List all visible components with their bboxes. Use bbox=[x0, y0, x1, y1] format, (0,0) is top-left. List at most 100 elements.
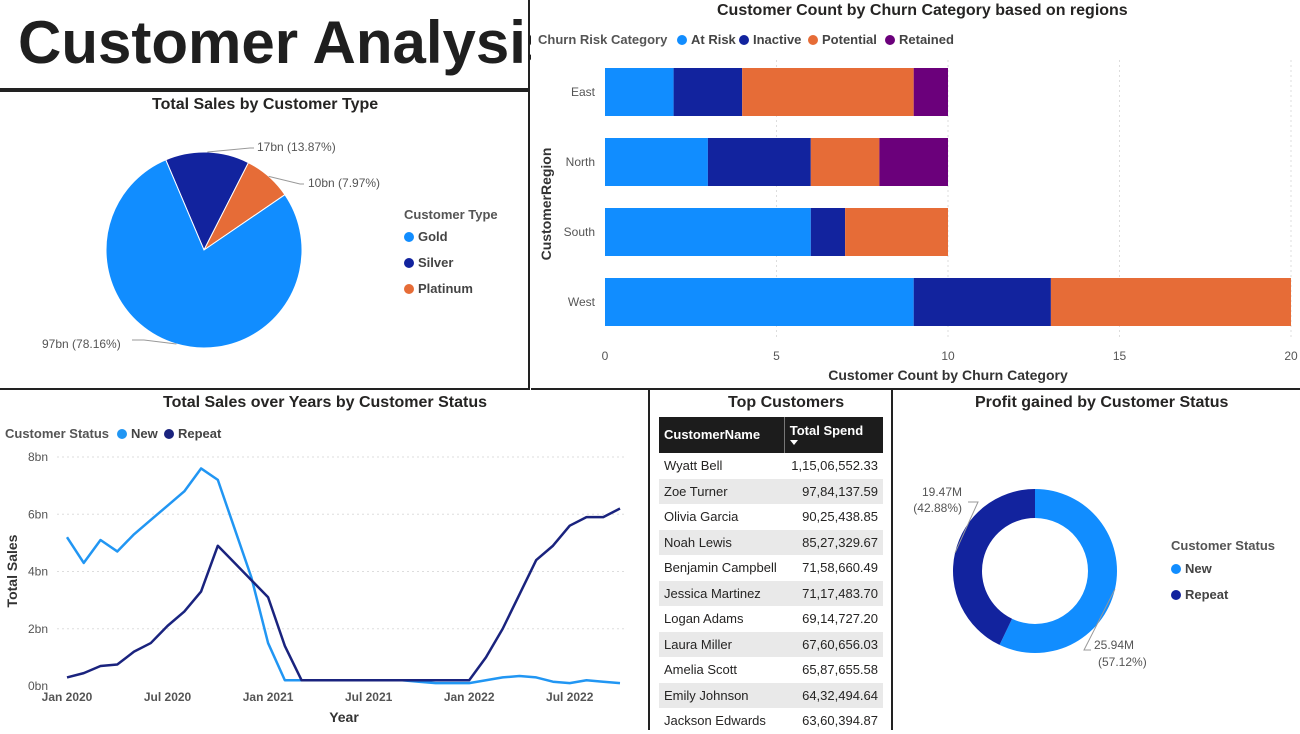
pie-leader-line-silver bbox=[207, 147, 254, 153]
legend-item-potential[interactable]: Potential bbox=[808, 32, 877, 47]
legend-dot-inactive bbox=[739, 35, 749, 45]
line-x-axis-title: Year bbox=[329, 709, 359, 725]
table-row[interactable]: Jackson Edwards 63,60,394.87 bbox=[659, 708, 883, 734]
bar-chart-visual[interactable]: Customer Count by Churn Category based o… bbox=[531, 0, 1300, 390]
bar-x-tick-label: 0 bbox=[602, 349, 609, 363]
legend-item-new[interactable]: New bbox=[117, 426, 158, 441]
pie-data-label-silver: 17bn (13.87%) bbox=[257, 140, 336, 154]
cell-total-spend: 97,84,137.59 bbox=[784, 478, 883, 504]
bar-y-tick-label: North bbox=[566, 155, 595, 169]
line-chart-visual[interactable]: Total Sales over Years by Customer Statu… bbox=[0, 390, 650, 730]
legend-label-new: New bbox=[131, 426, 158, 441]
table-row[interactable]: Benjamin Campbell 71,58,660.49 bbox=[659, 555, 883, 581]
legend-dot-donut-repeat bbox=[1171, 590, 1181, 600]
column-header-customer-name[interactable]: CustomerName bbox=[659, 417, 785, 453]
legend-item-retained[interactable]: Retained bbox=[885, 32, 954, 47]
pie-slice-gold bbox=[105, 159, 303, 349]
legend-dot-repeat bbox=[164, 429, 174, 439]
bar-x-tick-label: 20 bbox=[1284, 349, 1298, 363]
bar-segment-west-inactive bbox=[913, 278, 1051, 326]
legend-label-potential: Potential bbox=[822, 32, 877, 47]
donut-chart-visual[interactable]: Profit gained by Customer Status 25.94M (… bbox=[894, 390, 1300, 730]
legend-label-platinum: Platinum bbox=[418, 281, 473, 296]
donut-data-label-repeat-value: 19.47M bbox=[922, 485, 962, 499]
donut-chart-svg: 25.94M (57.12%) 19.47M (42.88%) bbox=[913, 485, 1147, 669]
line-x-tick-label: Jul 2020 bbox=[144, 690, 192, 704]
bar-segment-north-at-risk bbox=[605, 138, 708, 186]
cell-customer-name: Zoe Turner bbox=[659, 478, 785, 504]
legend-dot-platinum bbox=[404, 284, 414, 294]
bar-x-tick-label: 15 bbox=[1113, 349, 1127, 363]
legend-item-donut-new[interactable]: New bbox=[1171, 561, 1212, 576]
pie-leader-line-gold bbox=[132, 339, 177, 345]
donut-chart-title: Profit gained by Customer Status bbox=[975, 394, 1229, 411]
line-y-tick-label: 0bn bbox=[28, 679, 48, 693]
bar-y-tick-label: South bbox=[564, 225, 595, 239]
bar-segment-east-retained bbox=[913, 68, 948, 116]
legend-dot-retained bbox=[885, 35, 895, 45]
donut-data-label-new-value: 25.94M bbox=[1094, 638, 1134, 652]
pie-chart-title: Total Sales by Customer Type bbox=[152, 96, 379, 113]
top-customers-visual[interactable]: Top Customers CustomerName Total Spend W… bbox=[651, 390, 893, 730]
legend-item-silver[interactable]: Silver bbox=[404, 255, 453, 270]
legend-dot-donut-new bbox=[1171, 564, 1181, 574]
table-row[interactable]: Wyatt Bell 1,15,06,552.33 bbox=[659, 453, 883, 479]
donut-data-label-new-percent: (57.12%) bbox=[1098, 655, 1147, 669]
table-header-row: CustomerName Total Spend bbox=[659, 417, 883, 453]
cell-total-spend: 63,60,394.87 bbox=[802, 713, 878, 729]
legend-item-at-risk[interactable]: At Risk bbox=[677, 32, 736, 47]
sort-desc-icon bbox=[789, 440, 798, 445]
pie-leader-line-platinum bbox=[268, 175, 304, 185]
bar-chart-title: Customer Count by Churn Category based o… bbox=[717, 2, 1128, 19]
legend-item-gold[interactable]: Gold bbox=[404, 229, 448, 244]
pie-legend-title: Customer Type bbox=[404, 207, 498, 222]
pie-data-label-platinum: 10bn (7.97%) bbox=[308, 176, 380, 190]
table-row[interactable]: Jessica Martinez 71,17,483.70 bbox=[659, 580, 883, 606]
bar-segment-east-inactive bbox=[673, 68, 743, 116]
pie-chart-visual[interactable]: Total Sales by Customer Type 97bn (78.16… bbox=[0, 90, 530, 390]
line-x-tick-label: Jan 2022 bbox=[444, 690, 495, 704]
donut-slice-repeat bbox=[953, 489, 1035, 645]
pie-chart-svg: 97bn (78.16%) 17bn (13.87%) 10bn (7.97%) bbox=[42, 140, 380, 351]
table-row[interactable]: Zoe Turner 97,84,137.59 bbox=[659, 478, 883, 504]
legend-item-repeat[interactable]: Repeat bbox=[164, 426, 221, 441]
cell-total-spend: 69,14,727.20 bbox=[802, 611, 878, 627]
line-x-tick-label: Jul 2022 bbox=[546, 690, 594, 704]
table-row[interactable]: Emily Johnson 64,32,494.64 bbox=[659, 682, 883, 708]
line-y-axis-title: Total Sales bbox=[4, 534, 20, 607]
legend-item-inactive[interactable]: Inactive bbox=[739, 32, 801, 47]
cell-total-spend: 71,17,483.70 bbox=[784, 580, 883, 606]
cell-total-spend: 71,58,660.49 bbox=[802, 560, 878, 576]
legend-label-donut-repeat: Repeat bbox=[1185, 587, 1229, 602]
legend-dot-silver bbox=[404, 258, 414, 268]
table-title: Top Customers bbox=[728, 394, 845, 411]
bar-y-tick-label: West bbox=[568, 295, 596, 309]
table-row[interactable]: Amelia Scott 65,87,655.58 bbox=[659, 657, 883, 683]
legend-item-platinum[interactable]: Platinum bbox=[404, 281, 473, 296]
table-row[interactable]: Noah Lewis 85,27,329.67 bbox=[659, 529, 883, 555]
cell-total-spend: 90,25,438.85 bbox=[802, 509, 878, 525]
cell-customer-name: Jessica Martinez bbox=[659, 580, 785, 606]
line-series-new bbox=[65, 467, 621, 685]
column-header-total-spend[interactable]: Total Spend bbox=[783, 417, 883, 453]
line-x-tick-label: Jan 2020 bbox=[42, 690, 93, 704]
bar-segment-west-at-risk bbox=[605, 278, 914, 326]
donut-leader-line-repeat bbox=[954, 501, 979, 554]
legend-label-at-risk: At Risk bbox=[691, 32, 736, 47]
legend-label-gold: Gold bbox=[418, 229, 448, 244]
line-x-tick-label: Jul 2021 bbox=[345, 690, 393, 704]
cell-customer-name: Amelia Scott bbox=[664, 662, 737, 678]
column-header-total-spend-label: Total Spend bbox=[789, 423, 864, 438]
bar-segment-south-at-risk bbox=[605, 208, 811, 256]
donut-data-label-repeat-percent: (42.88%) bbox=[913, 501, 962, 515]
table-row[interactable]: Laura Miller 67,60,656.03 bbox=[659, 631, 883, 657]
bar-segment-east-potential bbox=[742, 68, 914, 116]
legend-item-donut-repeat[interactable]: Repeat bbox=[1171, 587, 1228, 602]
cell-customer-name: Laura Miller bbox=[659, 631, 785, 657]
table-row[interactable]: Olivia Garcia 90,25,438.85 bbox=[659, 504, 883, 530]
line-y-tick-label: 2bn bbox=[28, 622, 48, 636]
line-x-tick-label: Jan 2021 bbox=[243, 690, 294, 704]
table-row[interactable]: Logan Adams 69,14,727.20 bbox=[659, 606, 883, 632]
bar-y-tick-label: East bbox=[571, 85, 596, 99]
